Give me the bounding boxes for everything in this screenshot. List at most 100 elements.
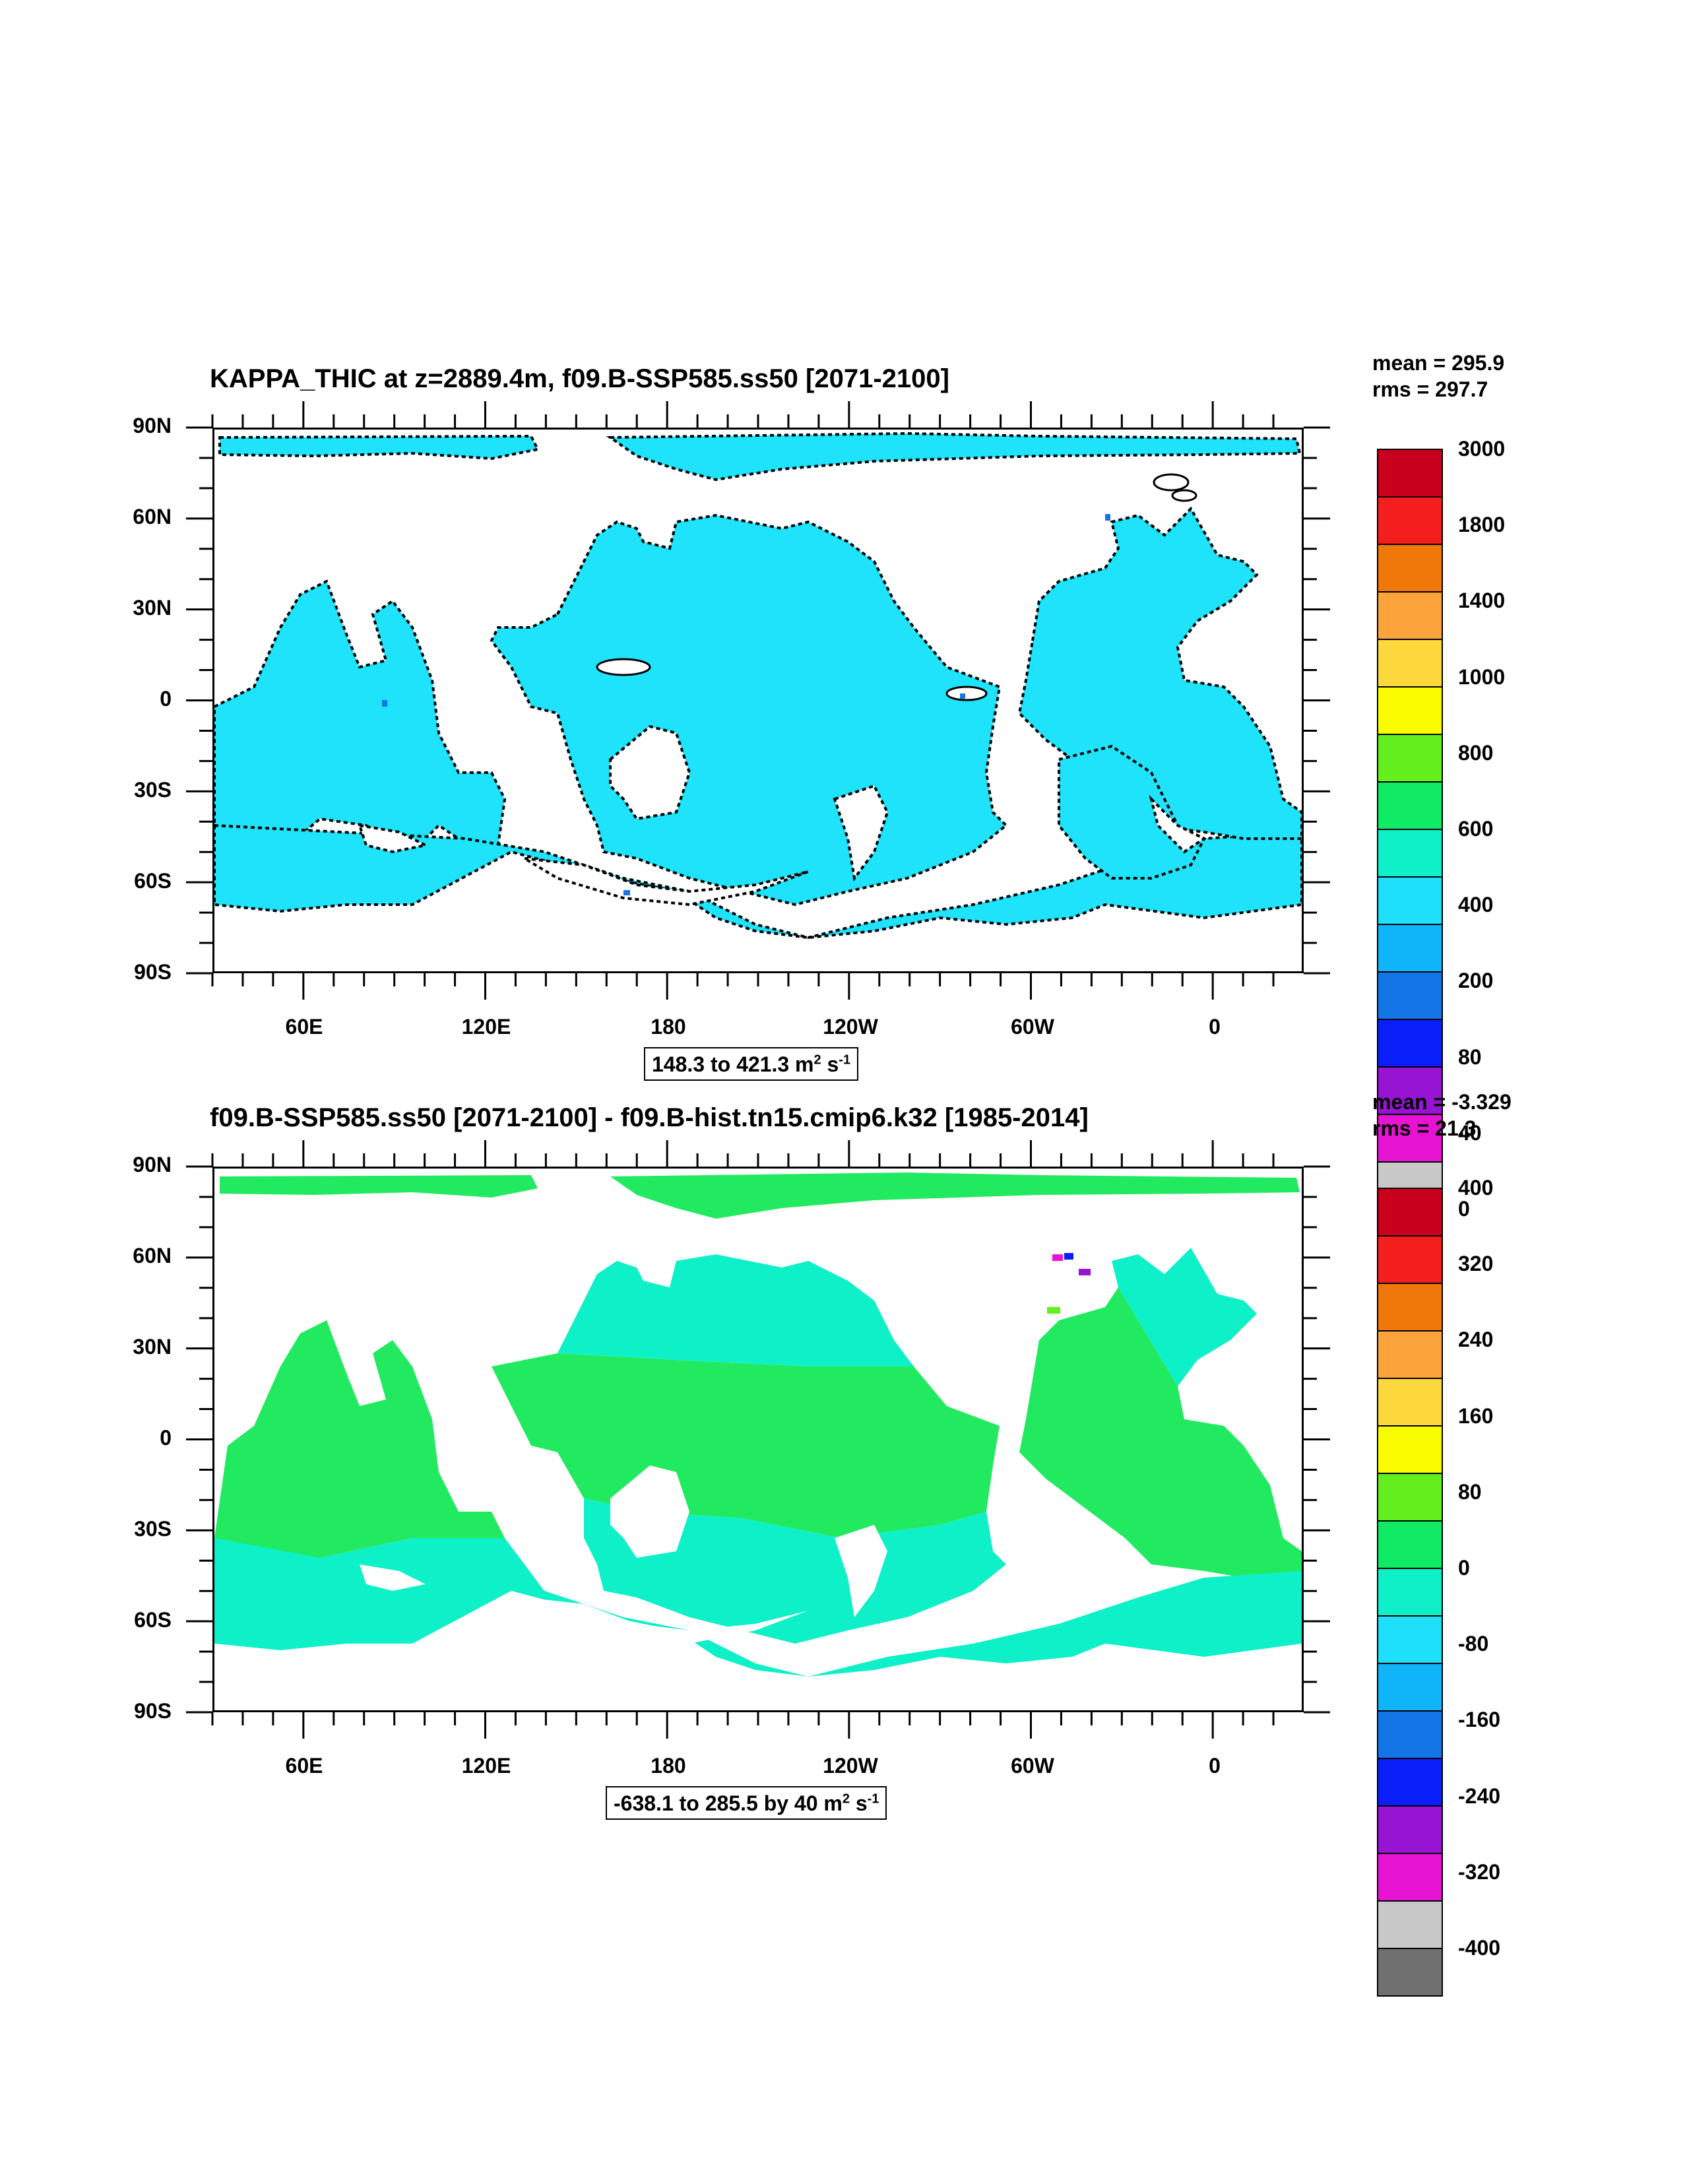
colorbar-swatch: [1377, 1758, 1443, 1807]
lat-label: 60S: [134, 1608, 172, 1632]
colorbar-swatch: [1377, 1710, 1443, 1759]
atlantic-ocean-region: [1019, 1287, 1302, 1578]
range-unit: s: [821, 1052, 839, 1076]
anomaly-patch: [960, 693, 965, 699]
arctic-ocean-region: [220, 1175, 538, 1198]
colorbar-swatch: [1377, 1066, 1443, 1115]
colorbar-label: 240: [1458, 1328, 1494, 1352]
panel-title: f09.B-SSP585.ss50 [2071-2100] - f09.B-hi…: [210, 1103, 1089, 1132]
colorbar-swatch: [1377, 1615, 1443, 1664]
atlantic-ridge: [1149, 794, 1207, 854]
indian-ridge: [358, 823, 430, 854]
difference-field: [214, 1172, 1302, 1677]
range-exp: 2: [842, 1791, 850, 1807]
antarctic-ridge: [523, 857, 809, 907]
colorbar-label: 400: [1458, 1176, 1494, 1200]
colorbar-swatch: [1377, 1900, 1443, 1949]
colorbar-swatch: [1377, 734, 1443, 783]
south-atlantic-region: [1058, 744, 1206, 880]
colorbar-label: 80: [1458, 1479, 1482, 1504]
colorbar-swatch: [1377, 1330, 1443, 1379]
anomaly-patch: [1079, 1269, 1091, 1275]
colorbar: [1377, 1188, 1443, 1997]
bottom-panel: f09.B-SSP585.ss50 [2071-2100] - f09.B-hi…: [0, 1082, 1689, 1997]
colorbar-label: 80: [1458, 1044, 1482, 1069]
colorbar-swatch: [1377, 686, 1443, 735]
lon-label: 60W: [1011, 1015, 1054, 1039]
lat-label: 90N: [133, 414, 172, 437]
colorbar-label: -80: [1458, 1632, 1489, 1656]
colorbar-swatch: [1377, 876, 1443, 925]
colorbar-label: 320: [1458, 1252, 1494, 1276]
lon-label: 120W: [823, 1015, 878, 1039]
colorbar-label: 800: [1458, 740, 1494, 765]
lat-label: 90N: [133, 1153, 172, 1176]
colorbar-swatch: [1377, 1188, 1443, 1237]
lon-label: 0: [1209, 1015, 1221, 1039]
anomaly-patch: [623, 890, 630, 895]
lon-label: 120E: [461, 1754, 511, 1778]
colorbar-label: 1400: [1458, 589, 1506, 613]
colorbar-swatch: [1377, 1568, 1443, 1617]
anomaly-patch: [1047, 1307, 1060, 1314]
colorbar-swatch: [1377, 544, 1443, 593]
lon-label: 60E: [285, 1015, 323, 1039]
colorbar-swatch: [1377, 1853, 1443, 1902]
range-box: -638.1 to 285.5 by 40 m2 s-1: [606, 1786, 887, 1820]
lat-label: 30S: [134, 778, 172, 802]
range-text: 148.3 to 421.3 m: [652, 1052, 814, 1076]
anomaly-patch: [1105, 514, 1110, 521]
lat-label: 30S: [134, 1517, 172, 1541]
lat-label: 60N: [133, 1244, 172, 1268]
lat-label: 30N: [133, 1335, 172, 1359]
colorbar-label: -400: [1458, 1936, 1501, 1960]
anomaly-patch: [382, 700, 387, 707]
lon-label: 180: [651, 1754, 686, 1778]
colorbar-swatch: [1377, 449, 1443, 498]
range-box: 148.3 to 421.3 m2 s-1: [644, 1047, 859, 1081]
colorbar-swatch: [1377, 924, 1443, 973]
range-exp: -1: [867, 1791, 879, 1807]
map-plot-area: [212, 428, 1304, 973]
south-pacific-region: [584, 1498, 1006, 1644]
colorbar-swatch: [1377, 781, 1443, 830]
axis-ticks: [186, 1140, 1330, 1739]
colorbar-label: 40: [1458, 1120, 1482, 1145]
colorbar-swatch: [1377, 1425, 1443, 1474]
colorbar-label: 1000: [1458, 664, 1506, 689]
lat-label: 0: [160, 687, 172, 711]
rms-value: rms = 21.3: [1372, 1116, 1477, 1140]
antarctic-ridge: [525, 1597, 808, 1644]
colorbar-swatch: [1377, 591, 1443, 640]
indian-ocean-region: [214, 1320, 505, 1564]
lon-label: 180: [651, 1015, 686, 1039]
arctic-ocean-region: [606, 432, 1302, 482]
rms-value: rms = 297.7: [1372, 377, 1488, 401]
lon-label: 60W: [1011, 1754, 1054, 1778]
lat-label: 60S: [134, 869, 172, 893]
island-arctic: [1171, 489, 1197, 502]
colorbar-label: 600: [1458, 817, 1494, 841]
range-exp: -1: [839, 1052, 851, 1068]
colorbar: [1377, 449, 1443, 1258]
colorbar-label: -160: [1458, 1708, 1501, 1732]
island-pacific: [596, 658, 651, 676]
australia-landmass: [610, 1465, 689, 1558]
lon-label: 60E: [285, 1754, 323, 1778]
anomaly-patch: [1064, 1253, 1073, 1260]
island-arctic: [1153, 473, 1190, 492]
mean-value: mean = -3.329: [1372, 1090, 1512, 1114]
lat-label: 60N: [133, 505, 172, 529]
colorbar-label: 200: [1458, 969, 1494, 993]
colorbar-swatch: [1377, 1114, 1443, 1163]
colorbar-label: 400: [1458, 893, 1494, 917]
colorbar-swatch: [1377, 1473, 1443, 1522]
colorbar-swatch: [1377, 496, 1443, 545]
colorbar-swatch: [1377, 639, 1443, 688]
colorbar-label: 3000: [1458, 437, 1506, 461]
colorbar-label: 0: [1458, 1556, 1470, 1580]
mean-value: mean = 295.9: [1372, 351, 1505, 375]
colorbar-label: 0: [1458, 1197, 1470, 1221]
arctic-ocean-region: [218, 434, 540, 461]
lat-label: 90S: [134, 1699, 172, 1723]
